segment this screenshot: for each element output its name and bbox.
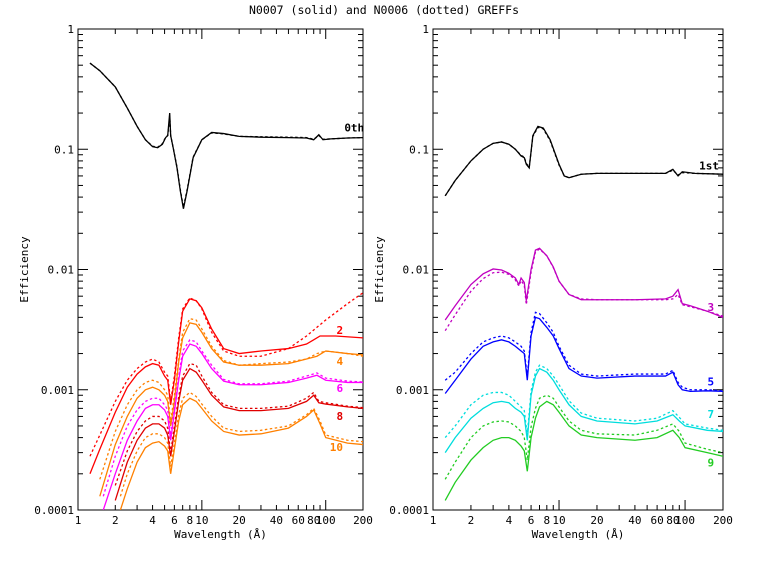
series-right-3-solid	[444, 247, 723, 321]
series-label-right-9: 9	[707, 457, 714, 470]
right-x-tick-label: 2	[468, 514, 475, 527]
series-left-6-dotted	[102, 339, 363, 497]
left-y-tick-label: 0.001	[41, 384, 74, 397]
left-x-tick-label: 100	[316, 514, 336, 527]
series-left-6-solid	[102, 343, 363, 510]
series-left-8-solid	[114, 367, 363, 501]
right-y-axis-label: Efficiency	[373, 236, 386, 303]
left-y-tick-label: 0.1	[54, 143, 74, 156]
right-x-tick-label: 4	[506, 514, 513, 527]
series-label-left-8: 8	[337, 410, 344, 423]
series-right-7-dotted	[444, 364, 723, 439]
series-right-5-solid	[444, 316, 723, 394]
right-x-tick-label: 60	[650, 514, 663, 527]
right-x-tick-label: 20	[590, 514, 603, 527]
right-y-tick-label: 0.01	[403, 264, 430, 277]
left-x-tick-label: 8	[187, 514, 194, 527]
right-x-tick-label: 1	[430, 514, 437, 527]
series-label-right-5: 5	[707, 376, 714, 389]
figure-title: N0007 (solid) and N0006 (dotted) GREFFs	[249, 3, 519, 17]
series-right-7-solid	[444, 367, 723, 453]
series-label-left-0th: 0th	[344, 122, 364, 135]
series-left-10-solid	[119, 397, 363, 510]
left-x-tick-label: 10	[195, 514, 208, 527]
series-label-right-3: 3	[707, 301, 714, 314]
series-right-3-dotted	[444, 248, 723, 332]
left-x-tick-label: 1	[75, 514, 82, 527]
left-x-tick-label: 80	[307, 514, 320, 527]
right-x-tick-label: 6	[528, 514, 535, 527]
right-y-tick-label: 0.0001	[389, 504, 429, 517]
right-x-tick-label: 40	[628, 514, 641, 527]
left-y-tick-label: 1	[67, 23, 74, 36]
series-left-0th-solid	[89, 62, 363, 209]
left-x-tick-label: 60	[292, 514, 305, 527]
right-x-tick-label: 100	[675, 514, 695, 527]
series-label-left-4: 4	[337, 355, 344, 368]
left-plot-frame	[77, 28, 364, 511]
series-right-1st-dotted	[444, 126, 723, 197]
series-left-4-dotted	[99, 317, 363, 480]
left-x-tick-label: 2	[112, 514, 119, 527]
right-x-tick-label: 200	[713, 514, 733, 527]
series-left-0th-dotted	[89, 62, 363, 208]
series-right-9-dotted	[444, 394, 723, 480]
left-x-axis-label: Wavelength (Å)	[174, 528, 267, 541]
left-curves	[89, 62, 363, 510]
left-x-tick-label: 200	[353, 514, 373, 527]
series-label-left-6: 6	[337, 382, 344, 395]
left-x-tick-label: 40	[270, 514, 283, 527]
series-label-left-2: 2	[337, 324, 344, 337]
left-y-axis-label: Efficiency	[18, 236, 31, 303]
right-x-tick-label: 10	[552, 514, 565, 527]
right-y-tick-label: 1	[422, 23, 429, 36]
right-x-axis-label: Wavelength (Å)	[532, 528, 625, 541]
right-x-tick-label: 80	[666, 514, 679, 527]
series-label-left-10: 10	[330, 441, 343, 454]
left-x-tick-label: 6	[171, 514, 178, 527]
series-label-right-1st: 1st	[699, 159, 719, 172]
series-right-5-dotted	[444, 311, 723, 392]
right-curves	[444, 125, 723, 501]
series-left-4-solid	[99, 322, 363, 497]
right-y-tick-label: 0.1	[409, 143, 429, 156]
left-y-tick-label: 0.0001	[34, 504, 74, 517]
series-left-8-dotted	[114, 362, 363, 486]
left-x-tick-label: 4	[149, 514, 156, 527]
series-left-2-solid	[89, 298, 363, 475]
left-x-tick-label: 20	[233, 514, 246, 527]
series-label-right-7: 7	[707, 408, 714, 421]
series-right-1st-solid	[444, 125, 723, 197]
left-y-tick-label: 0.01	[48, 264, 75, 277]
series-right-9-solid	[444, 400, 723, 501]
right-x-tick-label: 8	[544, 514, 551, 527]
right-y-tick-label: 0.001	[396, 384, 429, 397]
